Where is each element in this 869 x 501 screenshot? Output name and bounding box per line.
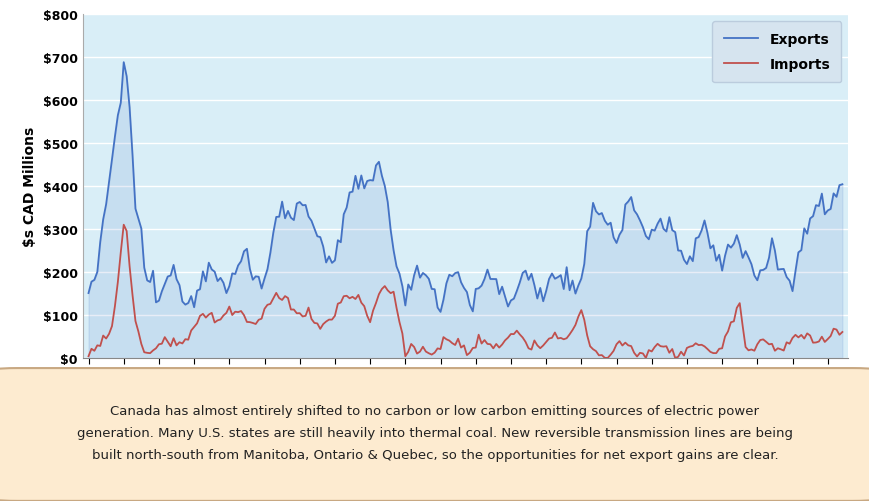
Line: Exports: Exports [89, 63, 841, 312]
Exports [118, 60, 129, 66]
Text: Canada has almost entirely shifted to no carbon or low carbon emitting sources o: Canada has almost entirely shifted to no… [77, 404, 792, 460]
Exports [789, 269, 799, 275]
Exports [836, 182, 846, 188]
Imports [789, 332, 799, 338]
Legend: Exports, Imports: Exports, Imports [712, 22, 840, 83]
Imports [488, 346, 498, 352]
FancyBboxPatch shape [0, 368, 869, 501]
X-axis label: Year & Month: Year & Month [412, 390, 518, 404]
Line: Imports: Imports [89, 225, 841, 358]
Exports [203, 260, 214, 266]
Exports [581, 229, 592, 235]
Imports [602, 355, 613, 361]
Exports [434, 309, 445, 315]
Y-axis label: $s CAD Millions: $s CAD Millions [23, 127, 37, 246]
Imports [836, 329, 846, 335]
Imports [737, 323, 747, 329]
Exports [142, 278, 152, 284]
Imports [579, 317, 589, 323]
Imports [203, 312, 214, 318]
Imports [142, 350, 152, 356]
Imports [83, 354, 94, 360]
Imports [118, 222, 129, 228]
Exports [490, 277, 501, 283]
Exports [737, 256, 747, 262]
Exports [83, 291, 94, 297]
